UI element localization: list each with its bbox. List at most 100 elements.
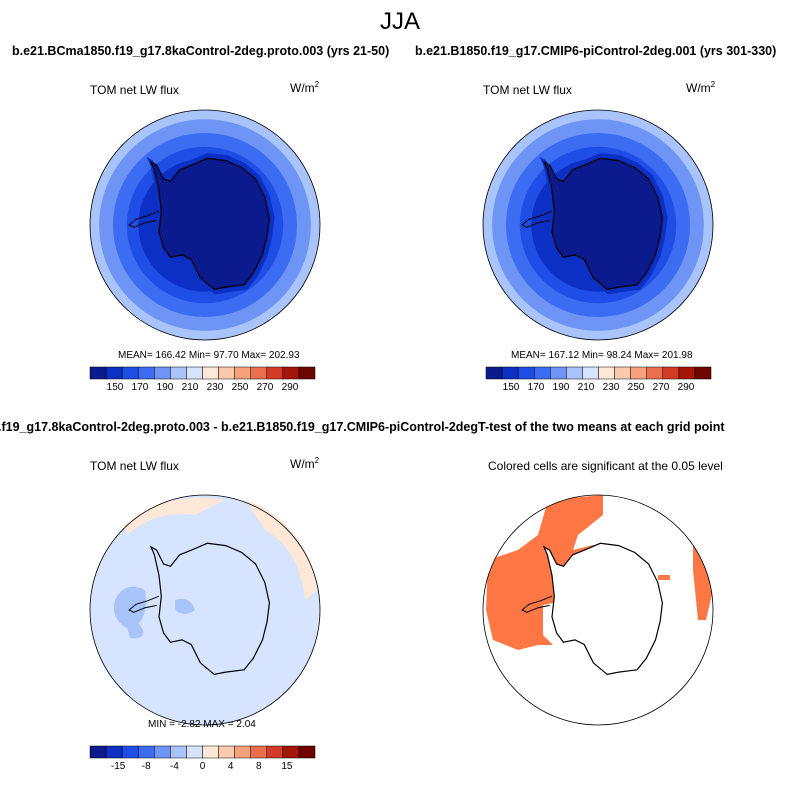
- panel4-peninsula-coastline: [521, 595, 553, 613]
- panel1-colorbar-cell: [186, 366, 203, 380]
- panel3-colorbar-cell: [137, 745, 155, 759]
- panel3-colorbar-tick-label: 4: [228, 761, 234, 772]
- panel2-colorbar-tick-label: 150: [503, 382, 520, 393]
- panel2-colorbar-tick-label: 290: [678, 382, 695, 393]
- panel2-antarctica-coastline: [542, 157, 664, 291]
- panel2-colorbar-cell: [694, 366, 712, 380]
- panel2-colorbar-tick-label: 170: [528, 382, 545, 393]
- panel1-colorbar-tick-label: 230: [207, 382, 224, 393]
- panel2-colorbar-cell: [533, 366, 551, 380]
- panel1-colorbar-cell: [298, 366, 316, 380]
- panel3-colorbar-cell: [234, 745, 251, 759]
- panel1-colorbar-cell: [282, 366, 300, 380]
- figure-title: JJA: [379, 8, 420, 35]
- panel1-colorbar-cell: [121, 366, 139, 380]
- panel1-colorbar-tick-label: 270: [257, 382, 274, 393]
- panel1-colorbar-cell: [250, 366, 268, 380]
- panel1-colorbar-cell: [89, 366, 107, 380]
- panel1-title: b.e21.BCma1850.f19_g17.8kaControl-2deg.p…: [12, 44, 390, 58]
- panel3-colorbar-tick-label: -4: [170, 761, 179, 772]
- panel3-stats: MIN = -2.82 MAX = 2.04: [148, 719, 256, 730]
- panel2-stats: MEAN= 167.12 Min= 98.24 Max= 201.98: [511, 350, 693, 361]
- panel3-peninsula-coastline: [128, 595, 160, 613]
- panel2-colorbar: 150 170 190 210 230 250 270 290: [485, 366, 712, 393]
- panel1-map-group: [89, 109, 321, 341]
- panel3-colorbar-tick-label: 8: [256, 761, 262, 772]
- panel2-colorbar-tick-label: 230: [603, 382, 620, 393]
- panel1-units: W/m2: [290, 80, 320, 95]
- panel1-colorbar-cell: [170, 366, 187, 380]
- panel1-colorbar-cell: [234, 366, 251, 380]
- panel3-colorbar-cell: [105, 745, 123, 759]
- panel2-colorbar-cell: [646, 366, 664, 380]
- panel3-colorbar-tick-label: 15: [281, 761, 293, 772]
- panel2-colorbar-cell: [501, 366, 519, 380]
- panel3-colorbar-tick-label: -15: [111, 761, 126, 772]
- panel3-negative-region: [114, 586, 146, 630]
- panel4-significant-region: [658, 575, 670, 580]
- panel1-antarctica-coastline: [149, 157, 271, 291]
- panel3-colorbar-cell: [170, 745, 187, 759]
- panel3-units: W/m2: [290, 456, 320, 471]
- panel3-colorbar-cell: [266, 745, 284, 759]
- panel2-colorbar-cell: [630, 366, 647, 380]
- panel3-colorbar-cell: [154, 745, 171, 759]
- panel3-colorbar-cell: [202, 745, 219, 759]
- panel1-variable-label: TOM net LW flux: [90, 83, 179, 97]
- panel3-colorbar-cell: [250, 745, 268, 759]
- panel3-colorbar-tick-label: -8: [142, 761, 151, 772]
- panel2-colorbar-tick-label: 210: [578, 382, 595, 393]
- panel2-colorbar-cell: [550, 366, 567, 380]
- panel2-colorbar-tick-label: 270: [653, 382, 670, 393]
- panel1-colorbar-tick-label: 210: [182, 382, 199, 393]
- panel3-colorbar-cell: [218, 745, 235, 759]
- panel2-colorbar-cell: [582, 366, 599, 380]
- panel3-antarctica-coastline: [149, 542, 271, 676]
- panel3-colorbar-cell: [186, 745, 203, 759]
- panel1-stats: MEAN= 166.42 Min= 97.70 Max= 202.93: [118, 350, 300, 361]
- panel1-colorbar-cell: [202, 366, 219, 380]
- panel1-colorbar-tick-label: 170: [132, 382, 149, 393]
- panel4-map-border: [482, 494, 714, 726]
- panel3-colorbar-cell: [298, 745, 316, 759]
- panel3-colorbar-tick-label: 0: [200, 761, 206, 772]
- panel1-colorbar-cell: [218, 366, 235, 380]
- panel1-map-border: [89, 109, 321, 341]
- panel4-subtitle: Colored cells are significant at the 0.0…: [488, 459, 723, 473]
- panel3-title: .f19_g17.8kaControl-2deg.proto.003 - b.e…: [0, 420, 503, 434]
- panel3-positive-region: [245, 500, 317, 600]
- panel3-negative-region: [125, 618, 144, 639]
- panel2-units: W/m2: [686, 80, 716, 95]
- panel3-positive-region: [125, 497, 225, 535]
- panel3-negative-region: [175, 598, 195, 614]
- panel4-antarctica-coastline: [542, 542, 664, 676]
- panel2-colorbar-tick-label: 190: [553, 382, 570, 393]
- panel3-map-group: [89, 494, 321, 726]
- panel1-colorbar-cell: [137, 366, 155, 380]
- panel2-colorbar-tick-label: 250: [628, 382, 645, 393]
- panel3-background: [90, 495, 320, 725]
- panel2-colorbar-cell: [678, 366, 696, 380]
- panel4-title: T-test of the two means at each grid poi…: [478, 420, 725, 434]
- panel2-map-group: [482, 109, 714, 341]
- panel1-colorbar-cell: [105, 366, 123, 380]
- panel1-colorbar: 150 170 190 210 230 250 270 290: [89, 366, 316, 393]
- panel3-colorbar-cell: [89, 745, 107, 759]
- panel3-colorbar-cell: [282, 745, 300, 759]
- panel1-colorbar-tick-label: 290: [282, 382, 299, 393]
- panel1-colorbar-cell: [266, 366, 284, 380]
- panel2-colorbar-cell: [517, 366, 535, 380]
- panel4-map-group: [482, 494, 714, 726]
- panel4-significant-region: [693, 535, 713, 620]
- panel2-colorbar-cell: [485, 366, 503, 380]
- panel2-colorbar-cell: [566, 366, 583, 380]
- panel1-colorbar-tick-label: 250: [232, 382, 249, 393]
- panel1-colorbar-tick-label: 150: [107, 382, 124, 393]
- panel1-colorbar-tick-label: 190: [157, 382, 174, 393]
- panel2-title: b.e21.B1850.f19_g17.CMIP6-piControl-2deg…: [415, 44, 777, 58]
- panel2-map-border: [482, 109, 714, 341]
- panel3-colorbar: -15 -8 -4 0 4 8 15: [89, 745, 316, 772]
- panel2-colorbar-cell: [614, 366, 631, 380]
- panel3-map-border: [89, 494, 321, 726]
